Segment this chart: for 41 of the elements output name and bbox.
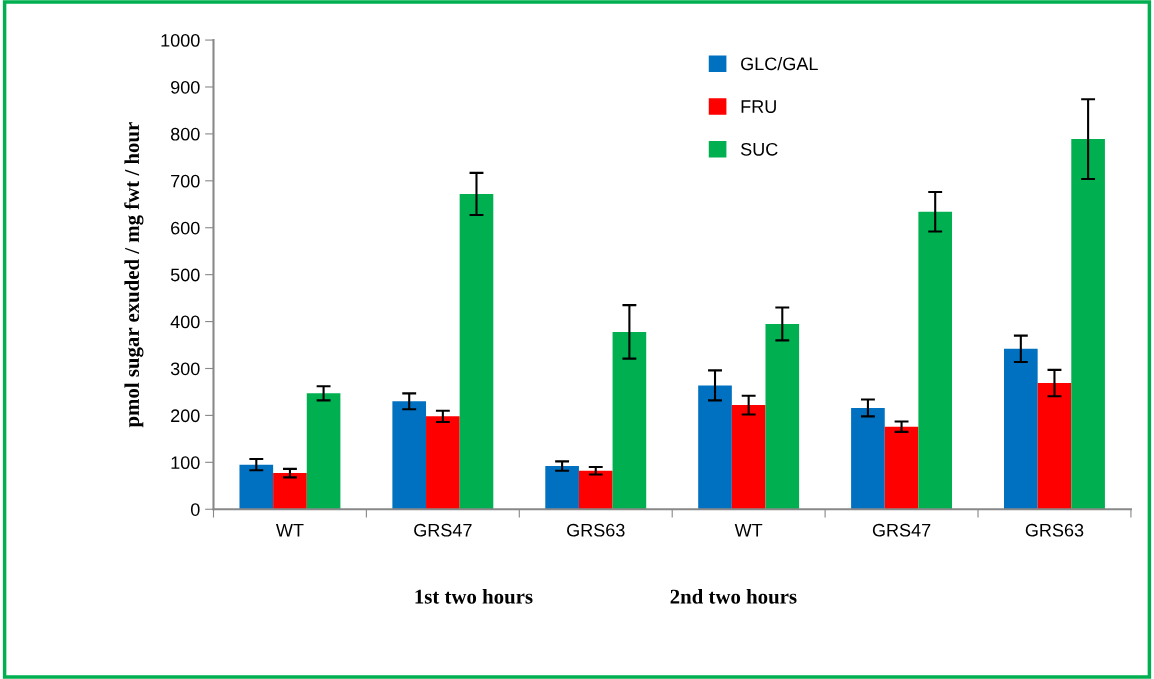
bar xyxy=(698,385,732,510)
y-tick-label: 100 xyxy=(171,456,200,470)
y-tick-label: 300 xyxy=(170,362,200,376)
bar xyxy=(1037,383,1072,510)
y-tick-label: 700 xyxy=(171,174,200,188)
bar xyxy=(426,416,460,510)
y-axis-title: pmol sugar exuded / mg fwt / hour xyxy=(124,122,144,428)
bar xyxy=(1004,348,1038,510)
y-tick-label: 200 xyxy=(171,409,200,423)
x-tick-label: WT xyxy=(734,523,763,537)
legend-label: FRU xyxy=(741,100,776,113)
bar xyxy=(392,401,427,510)
bar xyxy=(884,426,919,510)
bar xyxy=(612,331,647,510)
y-tick-label: 1000 xyxy=(161,34,200,47)
y-tick-label: 500 xyxy=(170,268,200,282)
text: 2nd two hours xyxy=(670,589,797,604)
y-tick-label: 600 xyxy=(171,221,200,235)
x-tick-label: GRS47 xyxy=(414,523,472,537)
x-tick-label: WT xyxy=(275,523,304,537)
text: 1st two hours xyxy=(415,589,533,604)
legend-label: GLC/GAL xyxy=(741,56,818,71)
legend-label: SUC xyxy=(740,142,778,156)
bar xyxy=(918,211,953,510)
x-tick-label: GRS63 xyxy=(567,523,625,537)
bar xyxy=(578,470,613,510)
y-tick-label: 900 xyxy=(171,80,200,94)
bar xyxy=(459,193,494,510)
bar xyxy=(851,407,885,510)
bar xyxy=(1071,139,1105,510)
x-tick-label: GRS47 xyxy=(872,523,931,537)
bar xyxy=(731,405,766,510)
bar xyxy=(306,393,341,510)
bar xyxy=(545,466,579,510)
y-tick-label: 0 xyxy=(190,503,200,516)
x-tick-label: GRS63 xyxy=(1025,523,1084,537)
bar xyxy=(273,473,307,510)
y-tick-label: 800 xyxy=(170,127,200,141)
bar xyxy=(765,323,800,510)
y-tick-label: 400 xyxy=(170,315,200,329)
bar xyxy=(239,464,274,510)
